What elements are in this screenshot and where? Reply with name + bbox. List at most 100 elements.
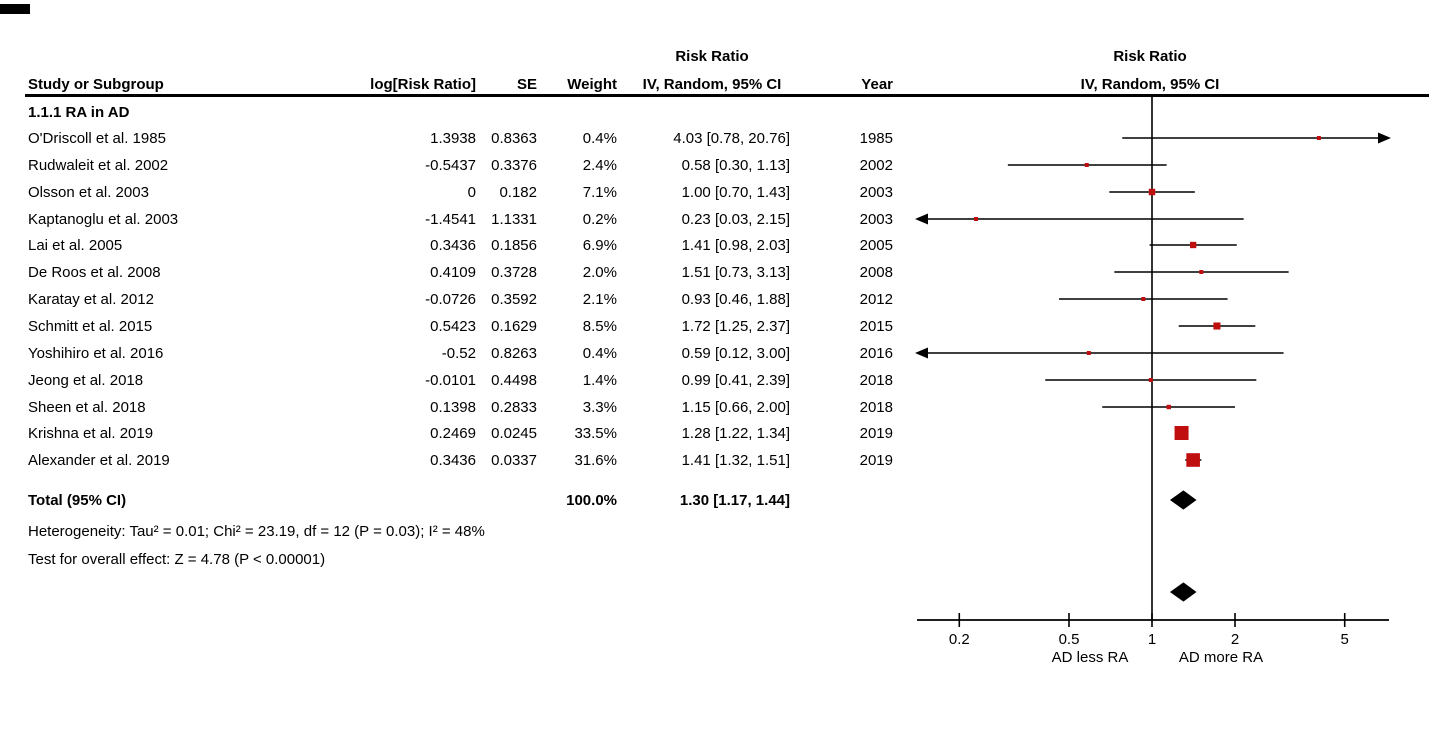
header-rule [25, 94, 1429, 97]
effect-square [1199, 270, 1204, 274]
study-year: 2019 [859, 425, 893, 442]
effect-square [1086, 351, 1091, 355]
study-year: 2018 [859, 372, 893, 389]
study-ci: 1.51 [0.73, 3.13] [681, 264, 790, 281]
study-name: Sheen et al. 2018 [28, 399, 146, 416]
effect-square [1148, 188, 1156, 196]
study-name: Kaptanoglu et al. 2003 [28, 211, 179, 228]
arrow-left [915, 347, 928, 359]
study-weight: 7.1% [582, 184, 617, 201]
study-weight: 33.5% [574, 425, 617, 442]
col-header-weight: Weight [567, 76, 617, 93]
study-log-rr: -0.5437 [425, 157, 476, 174]
study-name: Yoshihiro et al. 2016 [28, 345, 164, 362]
study-year: 2015 [859, 318, 893, 335]
axis-tick-label: 1 [1148, 631, 1156, 648]
study-ci: 1.28 [1.22, 1.34] [681, 425, 790, 442]
study-ci: 1.41 [1.32, 1.51] [681, 452, 790, 469]
arrow-left [915, 213, 928, 225]
window-edge-fragment [0, 4, 30, 14]
col-header-effect-title: Risk Ratio [675, 48, 749, 65]
study-se: 0.8263 [491, 345, 537, 362]
axis-tick-label: 0.5 [1059, 631, 1080, 648]
study-log-rr: 0.4109 [430, 264, 476, 281]
study-year: 2018 [859, 399, 893, 416]
effect-square [1189, 241, 1197, 249]
study-name: Rudwaleit et al. 2002 [28, 157, 169, 174]
study-year: 1985 [859, 130, 893, 147]
study-weight: 2.1% [582, 291, 617, 308]
effect-square [1148, 378, 1153, 382]
study-se: 0.3376 [491, 157, 537, 174]
study-se: 0.182 [499, 184, 537, 201]
study-weight: 6.9% [582, 237, 617, 254]
study-year: 2002 [859, 157, 893, 174]
subtotal-diamond [1169, 490, 1197, 510]
study-log-rr: -1.4541 [425, 211, 476, 228]
study-log-rr: 0.2469 [430, 425, 476, 442]
study-ci: 0.59 [0.12, 3.00] [681, 345, 790, 362]
study-log-rr: -0.0726 [425, 291, 476, 308]
study-name: Krishna et al. 2019 [28, 425, 154, 442]
study-ci: 1.72 [1.25, 2.37] [681, 318, 790, 335]
study-se: 0.3728 [491, 264, 537, 281]
effect-square [1316, 136, 1321, 140]
study-log-rr: 0 [467, 184, 476, 201]
col-header-study: Study or Subgroup [28, 76, 164, 93]
study-log-rr: 0.3436 [430, 452, 476, 469]
study-ci: 0.99 [0.41, 2.39] [681, 372, 790, 389]
study-name: Lai et al. 2005 [28, 237, 123, 254]
study-ci: 1.15 [0.66, 2.00] [681, 399, 790, 416]
arrow-right [1378, 132, 1391, 144]
total-row-label: Total (95% CI) [28, 492, 127, 509]
study-log-rr: -0.52 [441, 345, 476, 362]
study-se: 0.2833 [491, 399, 537, 416]
study-log-rr: 1.3938 [430, 130, 476, 147]
study-name: Karatay et al. 2012 [28, 291, 154, 308]
study-ci: 1.00 [0.70, 1.43] [681, 184, 790, 201]
study-se: 1.1331 [491, 211, 537, 228]
col-header-effect-method: IV, Random, 95% CI [642, 76, 782, 93]
study-year: 2005 [859, 237, 893, 254]
study-se: 0.3592 [491, 291, 537, 308]
study-weight: 2.4% [582, 157, 617, 174]
study-year: 2019 [859, 452, 893, 469]
study-ci: 0.58 [0.30, 1.13] [681, 157, 790, 174]
study-log-rr: -0.0101 [425, 372, 476, 389]
axis-tick-label: 2 [1231, 631, 1239, 648]
effect-square [1084, 163, 1089, 167]
study-log-rr: 0.5423 [430, 318, 476, 335]
study-name: Olsson et al. 2003 [28, 184, 149, 201]
study-name: Alexander et al. 2019 [28, 452, 170, 469]
plot-header-title: Risk Ratio [1113, 48, 1187, 65]
study-weight: 3.3% [582, 399, 617, 416]
study-ci: 4.03 [0.78, 20.76] [673, 130, 790, 147]
study-weight: 2.0% [582, 264, 617, 281]
study-weight: 0.2% [582, 211, 617, 228]
total-row-ci: 1.30 [1.17, 1.44] [679, 492, 790, 509]
study-name: O'Driscoll et al. 1985 [28, 130, 166, 147]
study-se: 0.0337 [491, 452, 537, 469]
heterogeneity-text: Heterogeneity: Tau² = 0.01; Chi² = 23.19… [28, 523, 485, 540]
study-se: 0.1629 [491, 318, 537, 335]
effect-square [1174, 426, 1189, 440]
total-row-weight: 100.0% [566, 492, 617, 509]
study-name: De Roos et al. 2008 [28, 264, 161, 281]
study-year: 2003 [859, 211, 893, 228]
study-name: Jeong et al. 2018 [28, 372, 144, 389]
study-name: Schmitt et al. 2015 [28, 318, 153, 335]
study-weight: 0.4% [582, 345, 617, 362]
axis-right-label: AD more RA [1179, 649, 1263, 666]
study-log-rr: 0.3436 [430, 237, 476, 254]
study-weight: 8.5% [582, 318, 617, 335]
effect-square [1166, 404, 1171, 410]
study-year: 2003 [859, 184, 893, 201]
study-se: 0.1856 [491, 237, 537, 254]
col-header-year: Year [861, 76, 893, 93]
study-ci: 0.23 [0.03, 2.15] [681, 211, 790, 228]
study-year: 2012 [859, 291, 893, 308]
effect-square [974, 217, 979, 221]
axis-left-label: AD less RA [1052, 649, 1129, 666]
